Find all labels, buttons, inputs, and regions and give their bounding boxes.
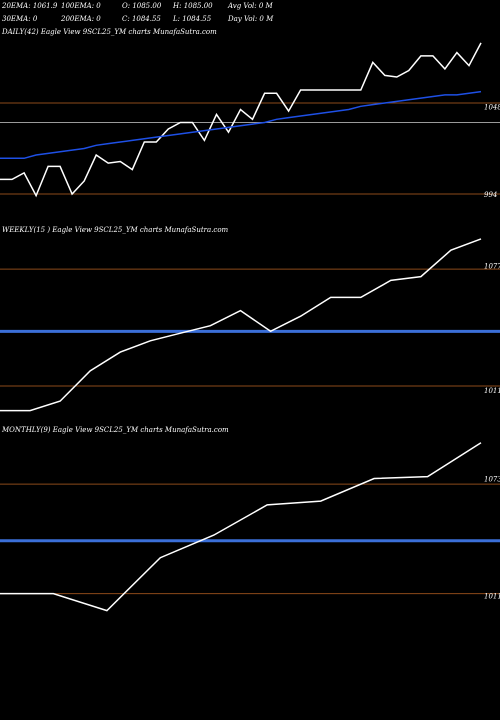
ema20-value: 20EMA: 1061.9 <box>2 2 58 10</box>
daily-ytick-label-0: 1048 <box>484 103 500 111</box>
monthly-chart: 1073 1011 <box>0 442 500 612</box>
high-value: H: 1085.00 <box>173 2 213 10</box>
daily-series-line-1 <box>0 90 482 160</box>
low-value: L: 1084.55 <box>173 15 212 23</box>
ema100-value: 100EMA: 0 <box>61 2 101 10</box>
weekly-series-line-0 <box>0 238 482 412</box>
ema30-value: 30EMA: 0 <box>2 15 38 23</box>
monthly-chart-title: MONTHLY(9) Eagle View 9SCL25_YM charts M… <box>2 426 229 434</box>
daily-series-line-0 <box>0 42 482 198</box>
monthly-ytick-label-0: 1073 <box>484 476 500 484</box>
ema200-value: 200EMA: 0 <box>61 15 101 23</box>
weekly-ytick-label-1: 1011 <box>484 387 500 395</box>
weekly-chart-title: WEEKLY(15 ) Eagle View 9SCL25_YM charts … <box>2 226 229 234</box>
weekly-ytick-label-0: 1077 <box>484 262 500 270</box>
monthly-series-line-0 <box>0 442 482 612</box>
weekly-chart: 1077 1011 <box>0 238 500 412</box>
indicator-header: 20EMA: 1061.9 100EMA: 0 O: 1085.00 H: 10… <box>0 0 500 26</box>
day-vol-value: Day Vol: 0 M <box>228 15 274 23</box>
avg-vol-value: Avg Vol: 0 M <box>228 2 273 10</box>
daily-chart: 1048 994 <box>0 42 500 199</box>
open-value: O: 1085.00 <box>122 2 162 10</box>
daily-chart-title: DAILY(42) Eagle View 9SCL25_YM charts Mu… <box>2 28 217 36</box>
daily-ytick-label-1: 994 <box>484 191 497 199</box>
monthly-ytick-label-1: 1011 <box>484 592 500 600</box>
close-value: C: 1084.55 <box>122 15 161 23</box>
